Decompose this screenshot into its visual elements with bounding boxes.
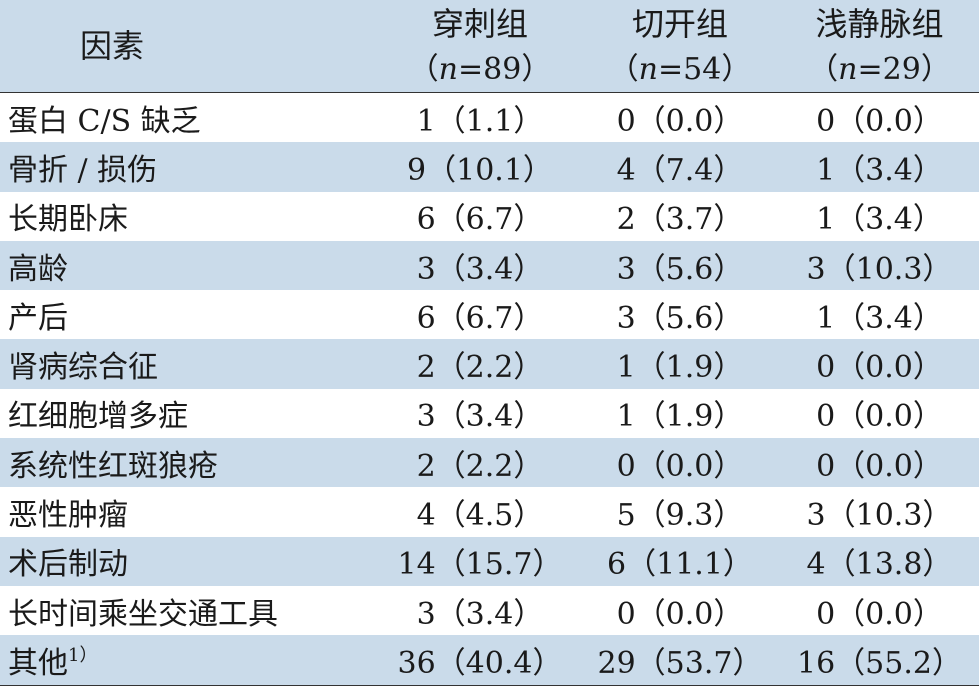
value-cell: 3（3.4） <box>416 596 544 632</box>
value-cell: 3（10.3） <box>806 498 953 534</box>
value-cell: 3（3.4） <box>416 251 544 287</box>
value-cell: 1（1.1） <box>380 92 580 143</box>
value-cell: 6（11.1） <box>607 547 753 583</box>
table-row: 术后制动 14（15.7） 6（11.1） 4（13.8） <box>0 536 979 586</box>
factor-cell: 肾病综合征 <box>8 350 158 386</box>
table-header: 因素 穿刺组 （n=89） 切开组 （n=54） 浅静脉组 （n=29） <box>0 0 979 93</box>
value-cell: 14（15.7） <box>397 547 563 583</box>
value-cell: 0（0.0） <box>816 350 943 386</box>
value-cell: 6（6.7） <box>416 300 544 336</box>
factor-cell: 产后 <box>8 300 68 336</box>
value-cell: 2（2.2） <box>416 448 544 484</box>
factor-cell: 长时间乘坐交通工具 <box>8 596 278 632</box>
value-cell: 3（3.4） <box>416 399 544 435</box>
factor-cell: 长期卧床 <box>8 202 128 238</box>
footnote-marker: 1） <box>68 644 98 666</box>
value-cell: 0（0.0） <box>616 448 744 484</box>
table-row: 系统性红斑狼疮 2（2.2） 0（0.0） 0（0.0） <box>0 438 979 488</box>
value-cell: 1（3.4） <box>816 300 943 336</box>
value-cell: 0（0.0） <box>816 596 943 632</box>
value-cell: 16（55.2） <box>780 635 979 686</box>
value-cell: 4（7.4） <box>616 152 744 188</box>
value-cell: 0（0.0） <box>616 596 744 632</box>
value-cell: 36（40.4） <box>380 635 580 686</box>
table-row: 产后 6（6.7） 3（5.6） 1（3.4） <box>0 290 979 339</box>
header-row: 因素 穿刺组 （n=89） 切开组 （n=54） 浅静脉组 （n=29） <box>0 0 979 93</box>
group-count: （n=29） <box>808 52 951 87</box>
factor-cell: 其他1） <box>0 635 380 686</box>
value-cell: 6（6.7） <box>416 202 544 238</box>
value-cell: 3（10.3） <box>806 251 953 287</box>
value-cell: 1（3.4） <box>816 152 943 188</box>
header-factor: 因素 <box>80 27 145 65</box>
value-cell: 1（1.9） <box>616 399 744 435</box>
value-cell: 9（10.1） <box>407 152 553 188</box>
factor-cell: 恶性肿瘤 <box>8 498 128 534</box>
table-body: 蛋白 C/S 缺乏 1（1.1） 0（0.0） 0（0.0） 骨折 / 损伤 9（10.… <box>0 92 979 686</box>
factor-cell: 骨折 / 损伤 <box>8 152 158 188</box>
value-cell: 1（1.9） <box>616 350 744 386</box>
factor-cell: 红细胞增多症 <box>8 399 188 435</box>
value-cell: 2（3.7） <box>616 202 744 238</box>
value-cell: 5（9.3） <box>616 498 744 534</box>
value-cell: 0（0.0） <box>780 92 979 143</box>
factor-cell: 系统性红斑狼疮 <box>8 448 218 484</box>
header-group-superficial-vein: 浅静脉组 （n=29） <box>780 0 979 93</box>
group-name: 穿刺组 <box>431 5 528 43</box>
value-cell: 3（5.6） <box>616 300 744 336</box>
header-group-incision: 切开组 （n=54） <box>580 0 780 93</box>
value-cell: 4（4.5） <box>416 498 544 534</box>
value-cell: 29（53.7） <box>580 635 780 686</box>
value-cell: 0（0.0） <box>580 92 780 143</box>
value-cell: 2（2.2） <box>416 350 544 386</box>
group-count: （n=89） <box>408 52 552 87</box>
factor-cell: 术后制动 <box>8 547 128 583</box>
value-cell: 4（13.8） <box>806 547 953 583</box>
value-cell: 0（0.0） <box>816 399 943 435</box>
value-cell: 1（3.4） <box>816 202 943 238</box>
table-row: 蛋白 C/S 缺乏 1（1.1） 0（0.0） 0（0.0） <box>0 92 979 143</box>
factor-cell: 高龄 <box>8 251 68 287</box>
table-row: 长期卧床 6（6.7） 2（3.7） 1（3.4） <box>0 192 979 241</box>
table-row: 恶性肿瘤 4（4.5） 5（9.3） 3（10.3） <box>0 487 979 536</box>
group-name: 浅静脉组 <box>815 5 944 43</box>
factor-cell: 蛋白 C/S 缺乏 <box>0 92 380 143</box>
value-cell: 3（5.6） <box>616 251 744 287</box>
table-row: 长时间乘坐交通工具 3（3.4） 0（0.0） 0（0.0） <box>0 586 979 635</box>
group-count: （n=54） <box>608 52 752 87</box>
table-row: 高龄 3（3.4） 3（5.6） 3（10.3） <box>0 240 979 291</box>
header-group-puncture: 穿刺组 （n=89） <box>380 0 580 93</box>
table-row: 其他1） 36（40.4） 29（53.7） 16（55.2） <box>0 635 979 686</box>
table-row: 红细胞增多症 3（3.4） 1（1.9） 0（0.0） <box>0 389 979 438</box>
value-cell: 0（0.0） <box>816 448 943 484</box>
table-row: 骨折 / 损伤 9（10.1） 4（7.4） 1（3.4） <box>0 142 979 192</box>
group-name: 切开组 <box>631 5 728 43</box>
table-row: 肾病综合征 2（2.2） 1（1.9） 0（0.0） <box>0 339 979 389</box>
